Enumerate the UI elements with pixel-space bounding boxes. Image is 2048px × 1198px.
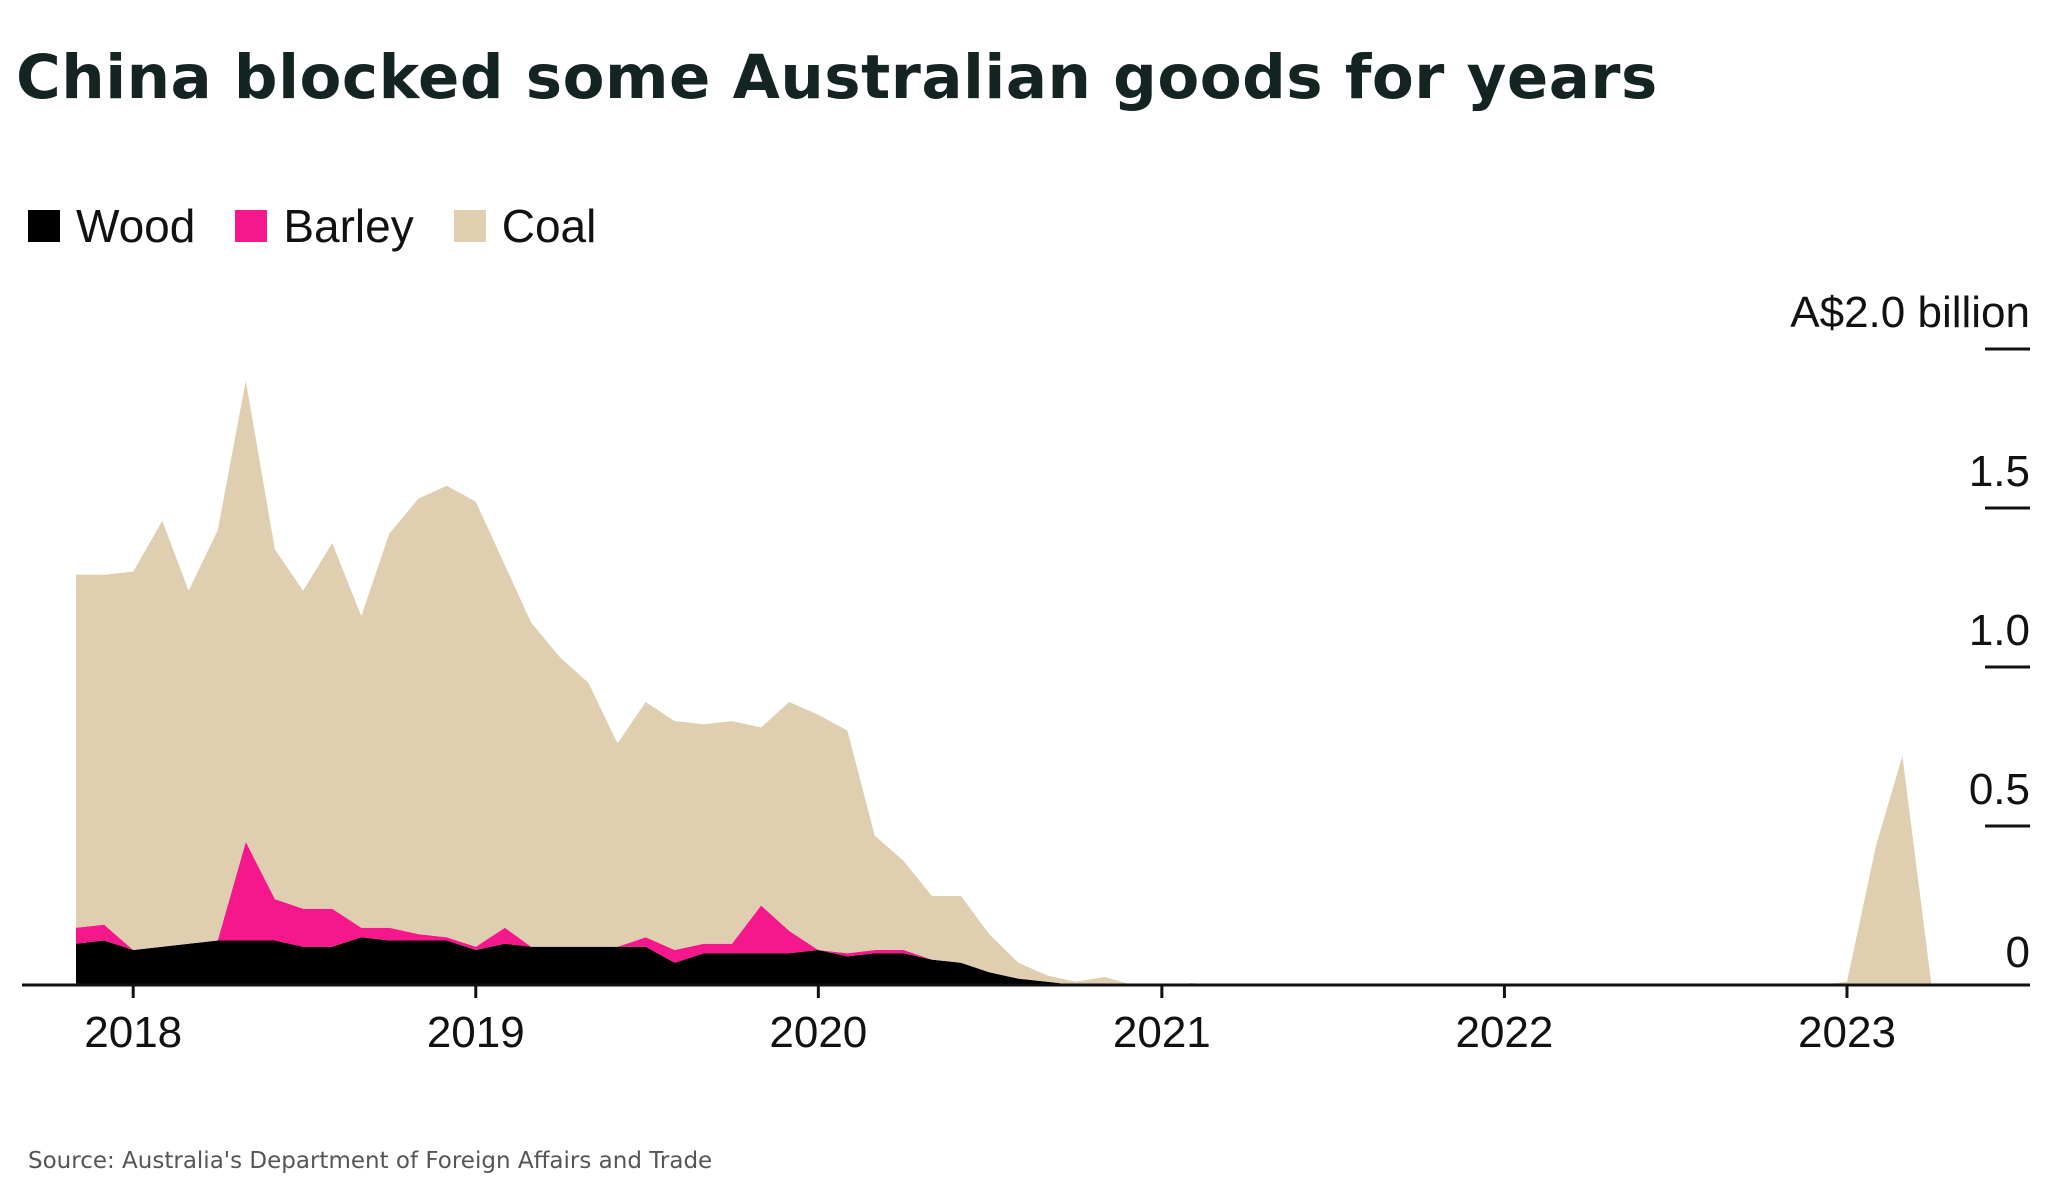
legend-swatch-coal [453,210,486,242]
x-tick-label-2020: 2020 [769,1008,867,1057]
legend: Wood Barley Coal [28,203,636,249]
y-tick-label-1: 1.0 [1969,606,2030,655]
source-note: Source: Australia's Department of Foreig… [28,1148,713,1174]
legend-swatch-barley [235,210,268,242]
chart-title: China blocked some Australian goods for … [16,42,1658,113]
x-tick-label-2023: 2023 [1798,1008,1896,1057]
x-tick-label-2018: 2018 [84,1008,182,1057]
legend-item-wood: Wood [28,203,195,249]
legend-item-coal: Coal [453,200,597,252]
y-tick-label-0: 0 [2006,928,2030,977]
x-tick-label-2021: 2021 [1113,1008,1211,1057]
x-tick-label-2022: 2022 [1455,1008,1553,1057]
y-tick-label-1.5: 1.5 [1969,447,2030,496]
legend-item-barley: Barley [235,200,414,252]
area-series-coal [76,380,1932,985]
legend-swatch-wood [28,210,60,242]
legend-label-barley: Barley [283,200,414,252]
legend-label-wood: Wood [76,200,196,252]
y-tick-label-0.5: 0.5 [1969,765,2030,814]
area-series-wood [76,937,1932,985]
legend-label-coal: Coal [501,200,597,252]
y-tick-label-2: A$2.0 billion [1790,288,2030,337]
x-tick-label-2019: 2019 [427,1008,525,1057]
